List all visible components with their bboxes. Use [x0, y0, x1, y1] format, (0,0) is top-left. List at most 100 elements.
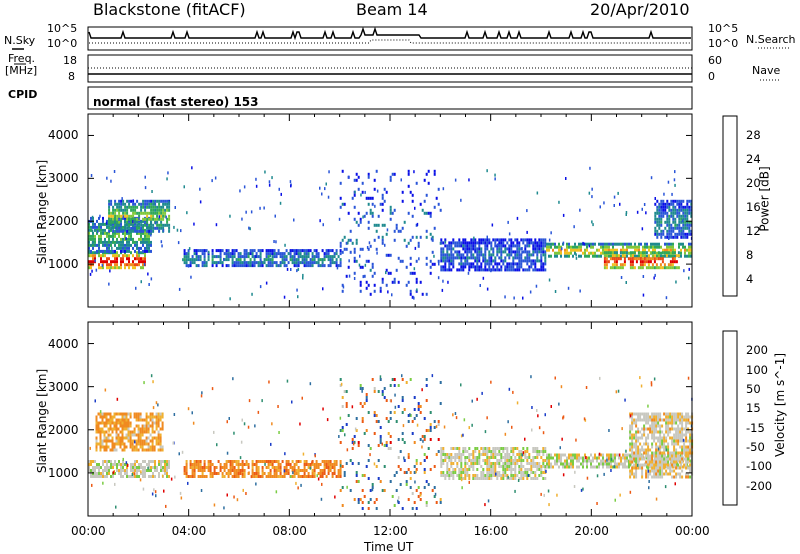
echo-cell — [108, 460, 110, 463]
echo-cell — [121, 424, 124, 428]
echo-cell — [97, 427, 100, 431]
echo-cell — [323, 463, 326, 466]
echo-cell — [376, 189, 379, 193]
echo-cell — [162, 205, 165, 209]
echo-cell — [512, 462, 515, 465]
echo-cell — [655, 412, 658, 416]
echo-cell — [253, 255, 256, 259]
echo-cell — [530, 253, 533, 257]
echo-cell — [121, 418, 124, 422]
echo-cell — [116, 469, 118, 472]
echo-cell — [341, 283, 344, 287]
echo-cell — [544, 262, 547, 266]
echo-cell — [564, 459, 566, 463]
echo-cell — [231, 255, 234, 259]
echo-cell — [393, 277, 396, 281]
echo-cell — [637, 451, 640, 455]
echo-cell — [458, 268, 461, 272]
echo-cell — [484, 256, 487, 260]
echo-cell — [155, 415, 158, 419]
echo-cell — [99, 427, 102, 431]
echo-cell — [476, 456, 479, 459]
echo-cell — [440, 474, 443, 477]
echo-cell — [285, 463, 288, 466]
echo-cell — [126, 237, 128, 241]
echo-cell — [629, 433, 632, 437]
echo-cell — [278, 187, 280, 191]
echo-cell — [293, 218, 295, 222]
echo-cell — [678, 232, 681, 236]
echo-cell — [147, 424, 150, 428]
echo-cell — [311, 264, 314, 268]
echo-cell — [512, 474, 515, 477]
echo-cell — [237, 469, 240, 472]
echo-cell — [474, 447, 477, 450]
echo-cell — [675, 415, 678, 419]
echo-cell — [462, 468, 465, 471]
echo-cell — [96, 249, 98, 253]
echo-cell — [446, 453, 449, 456]
echo-cell — [508, 462, 511, 465]
echo-cell — [506, 450, 509, 453]
echo-cell — [526, 253, 529, 257]
echo-cell — [295, 252, 298, 256]
echo-cell — [185, 466, 188, 469]
echo-cell — [351, 441, 354, 444]
echo-cell — [683, 448, 686, 452]
echo-cell — [470, 265, 473, 269]
echo-cell — [651, 263, 654, 267]
echo-cell — [641, 260, 644, 264]
echo-cell — [395, 489, 398, 492]
echo-cell — [534, 238, 537, 242]
echo-cell — [439, 498, 442, 501]
echo-cell — [401, 199, 404, 203]
echo-cell — [101, 445, 104, 449]
echo-cell — [299, 249, 302, 253]
echo-cell — [490, 259, 493, 263]
echo-cell — [395, 471, 398, 474]
echo-cell — [558, 251, 560, 255]
echo-cell — [128, 475, 130, 478]
echo-cell — [688, 232, 691, 236]
echo-cell — [528, 456, 531, 459]
echo-cell — [446, 244, 449, 248]
echo-cell — [223, 469, 226, 472]
echo-cell — [333, 469, 336, 472]
echo-cell — [207, 460, 210, 463]
echo-cell — [484, 474, 487, 477]
echo-cell — [452, 253, 455, 257]
echo-cell — [651, 412, 654, 416]
echo-cell — [351, 447, 354, 450]
echo-cell — [472, 462, 475, 465]
echo-cell — [645, 427, 648, 431]
echo-cell — [293, 249, 296, 253]
echo-cell — [381, 202, 384, 206]
echo-cell — [486, 169, 488, 173]
echo-cell — [235, 249, 238, 253]
echo-cell — [124, 211, 127, 215]
echo-cell — [134, 475, 136, 478]
echo-cell — [450, 471, 453, 474]
echo-cell — [506, 459, 509, 462]
echo-cell — [578, 245, 580, 249]
echo-cell — [504, 265, 507, 269]
echo-cell — [90, 228, 92, 232]
echo-cell — [387, 420, 390, 423]
echo-cell — [452, 259, 455, 263]
echo-cell — [649, 472, 652, 476]
echo-cell — [157, 436, 160, 440]
echo-cell — [512, 265, 515, 269]
echo-cell — [259, 255, 262, 259]
echo-cell — [629, 475, 632, 479]
echo-cell — [651, 251, 654, 255]
echo-cell — [590, 453, 592, 457]
echo-cell — [662, 254, 664, 258]
echo-cell — [349, 459, 352, 462]
echo-cell — [385, 399, 388, 402]
echo-cell — [108, 231, 110, 235]
echo-cell — [425, 504, 428, 507]
echo-cell — [562, 462, 564, 466]
echo-cell — [488, 471, 491, 474]
echo-cell — [164, 466, 166, 469]
echo-cell — [189, 475, 192, 478]
